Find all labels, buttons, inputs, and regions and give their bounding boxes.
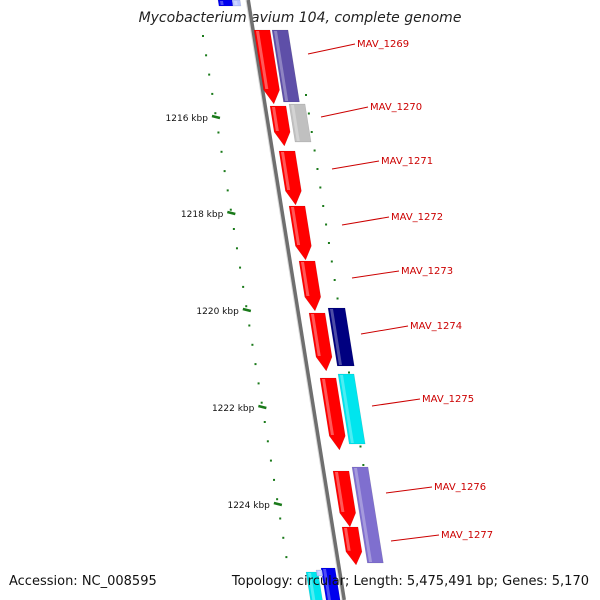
- major-tick: [211, 114, 221, 120]
- cog-feature-shine: [220, 1, 224, 5]
- cds-arrow: [341, 526, 363, 566]
- gene-label: MAV_1276: [434, 482, 486, 493]
- gene-label: MAV_1274: [410, 321, 462, 332]
- gene-leader-line: [331, 160, 380, 170]
- scale-label: 1220 kbp: [196, 307, 239, 317]
- cds-arrow-shine: [281, 152, 291, 190]
- genome-summary-text: Topology: circular; Length: 5,475,491 bp…: [231, 574, 589, 589]
- gene-label: MAV_1271: [381, 156, 433, 167]
- cog-feature-shine: [340, 375, 354, 443]
- cds-arrow-shine: [256, 31, 269, 89]
- cds-arrow: [319, 377, 346, 451]
- accession-text: Accession: NC_008595: [9, 574, 157, 589]
- cog-feature-shine: [234, 1, 238, 5]
- gene-leader-line: [351, 270, 400, 279]
- cds-arrow: [332, 470, 356, 528]
- gene-label: MAV_1275: [422, 394, 474, 405]
- cog-feature-shine: [308, 573, 316, 600]
- gene-leader-line: [360, 325, 409, 335]
- cog-feature-shine: [330, 309, 342, 365]
- cog-feature-shine: [323, 569, 331, 600]
- cds-arrow-shine: [335, 472, 345, 512]
- cog-feature: [217, 0, 234, 7]
- cds-arrow-shine: [322, 379, 334, 435]
- scale-label: 1222 kbp: [212, 404, 255, 414]
- gene-label: MAV_1277: [441, 530, 493, 541]
- cog-feature: [320, 567, 341, 600]
- cds-arrow-shine: [311, 314, 321, 356]
- gene-leader-line: [390, 534, 440, 542]
- major-tick: [258, 404, 267, 410]
- gene-label: MAV_1270: [370, 102, 422, 113]
- cog-feature: [231, 0, 242, 7]
- cog-feature: [271, 29, 300, 103]
- cog-feature: [305, 571, 323, 600]
- backbone-highlight: [245, 0, 343, 600]
- cog-feature: [351, 466, 384, 564]
- cog-feature: [327, 307, 355, 367]
- cog-feature-shine: [354, 468, 373, 562]
- cds-arrow: [308, 312, 333, 372]
- gene-label: MAV_1269: [357, 39, 409, 50]
- gene-label: MAV_1272: [391, 212, 443, 223]
- cds-arrow: [288, 205, 312, 261]
- gene-leader-line: [371, 398, 421, 407]
- scale-label: 1218 kbp: [181, 210, 224, 220]
- gene-leader-line: [385, 486, 433, 494]
- cds-arrow: [269, 105, 291, 147]
- cds-arrow: [253, 29, 280, 105]
- gene-leader-line: [320, 106, 369, 118]
- cog-feature-shine: [291, 105, 300, 141]
- cog-feature-shine: [318, 571, 322, 575]
- gene-leader-line: [307, 43, 356, 55]
- cog-feature: [288, 103, 312, 143]
- scale-label: 1216 kbp: [166, 114, 209, 124]
- major-tick: [227, 210, 236, 216]
- cog-feature: [315, 569, 324, 577]
- cds-arrow-shine: [272, 107, 279, 131]
- cds-arrow-shine: [301, 262, 310, 296]
- cds-arrow-shine: [344, 528, 351, 551]
- backbone-line: [246, 0, 346, 600]
- gene-leader-line: [341, 216, 390, 226]
- major-tick: [273, 501, 283, 507]
- cds-arrow: [298, 260, 322, 312]
- cog-feature: [337, 373, 366, 445]
- cds-arrow: [278, 150, 302, 206]
- cds-arrow-shine: [291, 207, 301, 245]
- scale-label: 1224 kbp: [227, 501, 270, 511]
- cog-feature-shine: [274, 31, 289, 101]
- map-title: Mycobacterium avium 104, complete genome: [138, 10, 462, 26]
- gene-label: MAV_1273: [401, 266, 453, 277]
- major-tick: [242, 307, 252, 313]
